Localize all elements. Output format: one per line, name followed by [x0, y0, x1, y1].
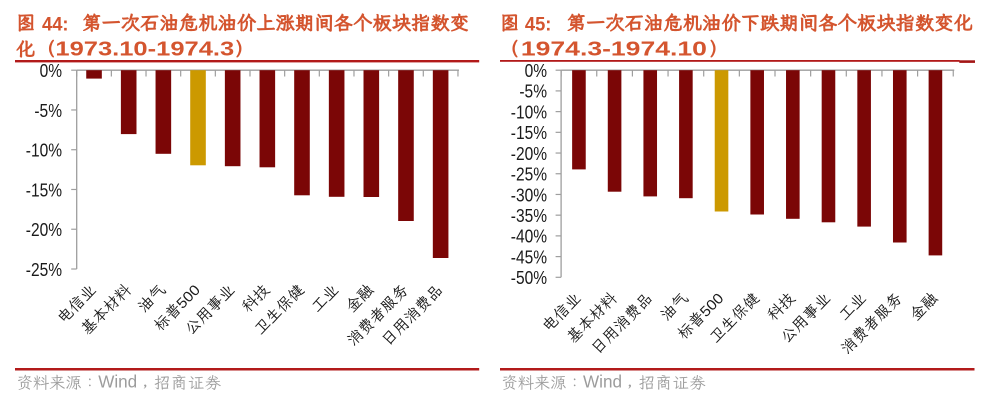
- svg-text:44:: 44:: [42, 13, 69, 35]
- svg-text:-50%: -50%: [511, 268, 547, 289]
- svg-text:-40%: -40%: [511, 227, 547, 248]
- svg-text:1973.10-1974.3: 1973.10-1974.3: [55, 39, 234, 61]
- svg-text:45:: 45:: [525, 13, 552, 35]
- svg-text:-15%: -15%: [26, 180, 62, 201]
- svg-text:-10%: -10%: [511, 102, 547, 123]
- svg-text:0%: 0%: [40, 61, 63, 82]
- svg-text:Wind: Wind: [98, 372, 137, 392]
- svg-text:-45%: -45%: [511, 247, 547, 268]
- svg-text:500: 500: [174, 282, 204, 312]
- svg-text:-5%: -5%: [34, 101, 62, 122]
- svg-text:Wind: Wind: [583, 372, 622, 392]
- svg-text:-25%: -25%: [511, 165, 547, 186]
- svg-text:-20%: -20%: [26, 220, 62, 241]
- svg-text:1974.3-1974.10: 1974.3-1974.10: [521, 39, 707, 61]
- svg-text:-5%: -5%: [519, 82, 547, 103]
- svg-text:-30%: -30%: [511, 185, 547, 206]
- svg-text:0%: 0%: [525, 61, 548, 82]
- svg-text:-10%: -10%: [26, 141, 62, 162]
- svg-text:-15%: -15%: [511, 123, 547, 144]
- svg-text:-25%: -25%: [26, 260, 62, 281]
- svg-text:500: 500: [697, 291, 727, 321]
- svg-text:-20%: -20%: [511, 144, 547, 165]
- svg-text:-35%: -35%: [511, 206, 547, 227]
